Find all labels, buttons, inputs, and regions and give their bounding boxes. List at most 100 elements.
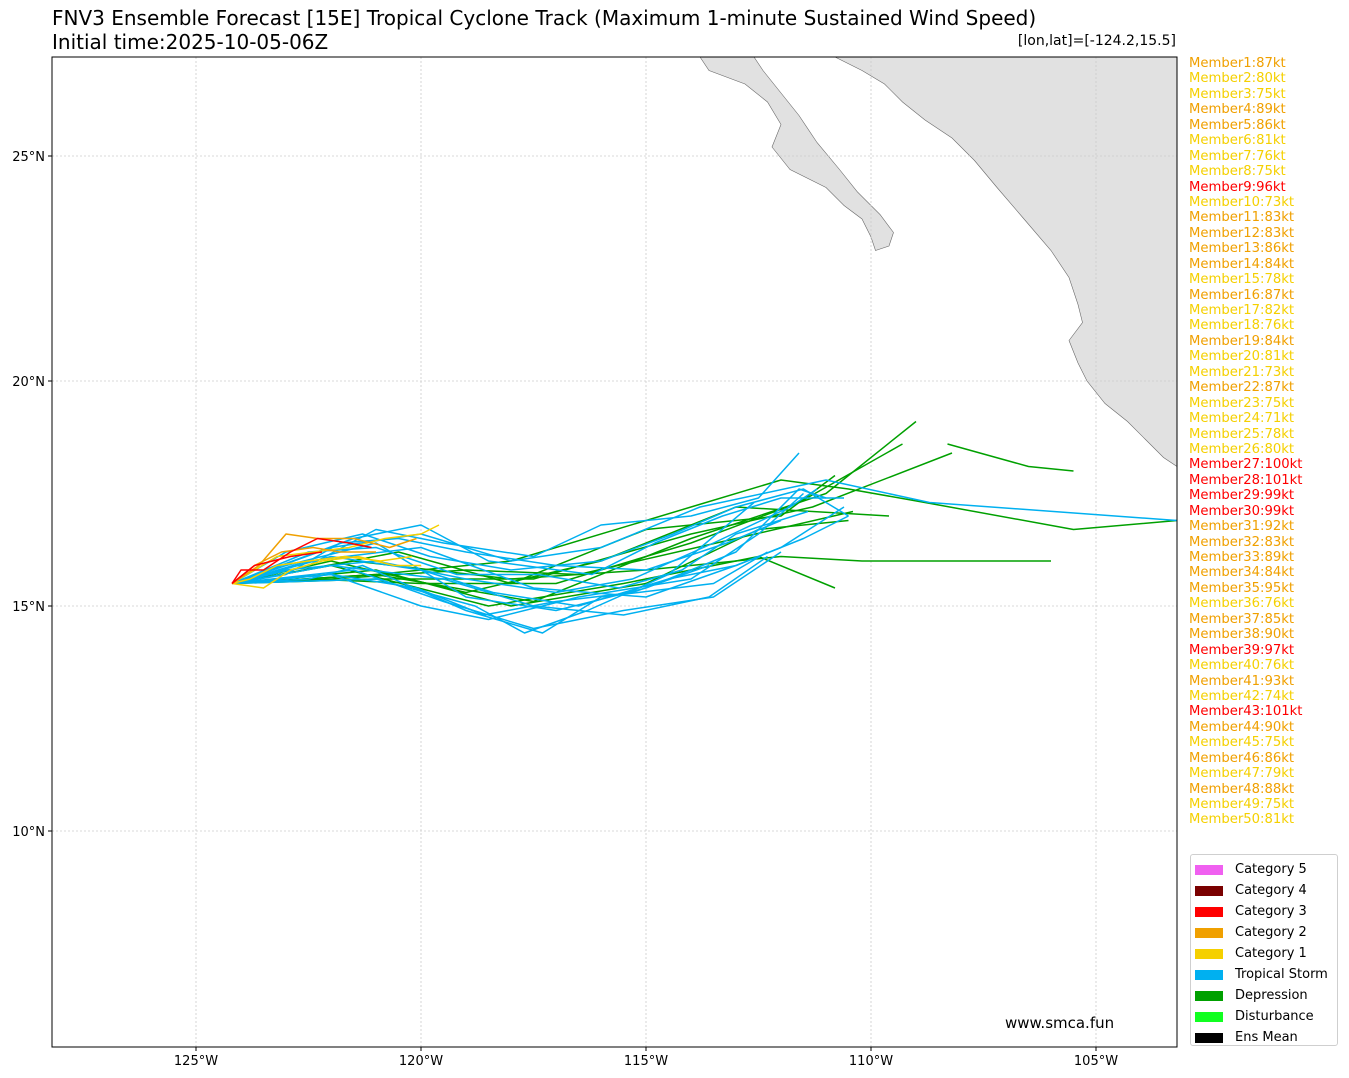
legend-label: Category 1 bbox=[1235, 946, 1307, 961]
member-label: Member28:101kt bbox=[1189, 472, 1303, 488]
track-ts bbox=[231, 479, 1177, 585]
legend-item-mean: Ens Mean bbox=[1195, 1027, 1337, 1048]
legend-swatch bbox=[1195, 927, 1223, 938]
legend-label: Tropical Storm bbox=[1235, 967, 1328, 982]
member-label: Member4:89kt bbox=[1189, 102, 1286, 118]
member-label: Member2:80kt bbox=[1189, 71, 1286, 87]
legend-swatch bbox=[1195, 906, 1223, 917]
legend-item-cat1: Category 1 bbox=[1195, 943, 1337, 964]
grid-layer bbox=[52, 57, 1177, 1047]
member-label: Member40:76kt bbox=[1189, 658, 1295, 674]
track-cat3 bbox=[231, 551, 323, 585]
baja-california-land bbox=[699, 57, 894, 251]
track-ts bbox=[231, 497, 844, 585]
tick-label-lat: 10°N bbox=[12, 825, 45, 840]
member-label: Member5:86kt bbox=[1189, 117, 1286, 133]
member-label: Member11:83kt bbox=[1189, 210, 1295, 226]
member-label: Member39:97kt bbox=[1189, 642, 1295, 658]
track-ts bbox=[231, 564, 710, 616]
member-label: Member31:92kt bbox=[1189, 519, 1295, 535]
track-ts bbox=[231, 519, 782, 585]
legend-label: Category 5 bbox=[1235, 862, 1307, 877]
legend-item-ts: Tropical Storm bbox=[1195, 964, 1337, 985]
track-cat1 bbox=[231, 555, 421, 589]
legend-swatch bbox=[1195, 990, 1223, 1001]
member-label: Member23:75kt bbox=[1189, 395, 1295, 411]
member-label: Member46:86kt bbox=[1189, 750, 1295, 766]
member-label: Member47:79kt bbox=[1189, 766, 1295, 782]
member-label: Member36:76kt bbox=[1189, 596, 1295, 612]
position-readout: [lon,lat]=[-124.2,15.5] bbox=[1017, 33, 1176, 49]
tick-label-lon: 125°W bbox=[174, 1054, 218, 1069]
member-label: Member24:71kt bbox=[1189, 411, 1295, 427]
track-cat3 bbox=[231, 537, 372, 584]
legend-label: Disturbance bbox=[1235, 1009, 1314, 1024]
member-label: Member43:101kt bbox=[1189, 704, 1303, 720]
legend-swatch bbox=[1195, 885, 1223, 896]
member-label: Member17:82kt bbox=[1189, 303, 1295, 318]
legend-item-cat4: Category 4 bbox=[1195, 880, 1337, 901]
member-label: Member12:83kt bbox=[1189, 225, 1295, 241]
track-td bbox=[231, 510, 854, 585]
member-label: Member38:90kt bbox=[1189, 627, 1295, 643]
legend-item-cat5: Category 5 bbox=[1195, 859, 1337, 880]
tick-label-lat: 15°N bbox=[12, 600, 45, 615]
member-label: Member44:90kt bbox=[1189, 719, 1295, 735]
member-label: Member26:80kt bbox=[1189, 441, 1295, 457]
member-label: Member9:96kt bbox=[1189, 179, 1286, 195]
member-label: Member42:74kt bbox=[1189, 688, 1295, 704]
tick-label-lon: 115°W bbox=[624, 1054, 668, 1069]
track-td bbox=[231, 474, 836, 585]
member-label: Member37:85kt bbox=[1189, 611, 1295, 627]
tick-label-lat: 25°N bbox=[12, 150, 45, 165]
member-label: Member15:78kt bbox=[1189, 272, 1295, 288]
member-label: Member41:93kt bbox=[1189, 673, 1295, 689]
credit-text: www.smca.fun bbox=[1005, 1014, 1115, 1032]
member-label: Member8:75kt bbox=[1189, 164, 1286, 180]
track-td bbox=[231, 519, 849, 607]
legend-swatch bbox=[1195, 1032, 1223, 1043]
member-intensity-list: Member1:87kt Member2:80kt Member3:75kt Memb… bbox=[1189, 56, 1349, 828]
legend-item-td: Depression bbox=[1195, 985, 1337, 1006]
track-ts bbox=[231, 488, 827, 612]
axis-ticks: 125°W 120°W 115°W 110°W 105°W 25°N 20°N 15°N 10°… bbox=[12, 150, 1118, 1069]
member-label: Member48:88kt bbox=[1189, 781, 1295, 797]
legend-item-dist: Disturbance bbox=[1195, 1006, 1337, 1027]
chart-title: FNV3 Ensemble Forecast [15E] Tropical Cy… bbox=[52, 6, 1037, 30]
member-label: Member20:81kt bbox=[1189, 349, 1295, 365]
member-label: Member33:89kt bbox=[1189, 550, 1295, 565]
member-label: Member21:73kt bbox=[1189, 364, 1295, 380]
track-layer bbox=[231, 420, 1177, 634]
member-label: Member50:81kt bbox=[1189, 812, 1295, 828]
track-ts bbox=[231, 551, 782, 630]
legend-item-cat3: Category 3 bbox=[1195, 901, 1337, 922]
member-label: Member30:99kt bbox=[1189, 503, 1295, 519]
member-label: Member27:100kt bbox=[1189, 457, 1303, 473]
legend-item-cat2: Category 2 bbox=[1195, 922, 1337, 943]
legend-swatch bbox=[1195, 948, 1223, 959]
track-cat1 bbox=[231, 555, 413, 585]
member-label: Member13:86kt bbox=[1189, 241, 1295, 257]
member-label: Member25:78kt bbox=[1189, 426, 1295, 442]
track-ts bbox=[231, 488, 818, 594]
member-label: Member16:87kt bbox=[1189, 287, 1295, 303]
member-label: Member32:83kt bbox=[1189, 534, 1295, 550]
mainland-mexico-land bbox=[834, 57, 1177, 467]
ocean-area bbox=[52, 57, 1177, 1047]
track-ts bbox=[231, 452, 800, 585]
land-layer bbox=[699, 57, 1177, 467]
member-label: Member3:75kt bbox=[1189, 86, 1286, 102]
member-label: Member29:99kt bbox=[1189, 488, 1295, 504]
legend-label: Category 3 bbox=[1235, 904, 1307, 919]
tick-label-lon: 120°W bbox=[399, 1054, 443, 1069]
tick-label-lon: 110°W bbox=[849, 1054, 893, 1069]
member-label: Member35:95kt bbox=[1189, 580, 1295, 596]
legend-swatch bbox=[1195, 1011, 1223, 1022]
member-label: Member6:81kt bbox=[1189, 133, 1286, 149]
legend-label: Depression bbox=[1235, 988, 1308, 1003]
member-label: Member19:84kt bbox=[1189, 333, 1295, 349]
member-label: Member49:75kt bbox=[1189, 797, 1295, 812]
member-label: Member45:75kt bbox=[1189, 735, 1295, 751]
tick-label-lat: 20°N bbox=[12, 375, 45, 390]
